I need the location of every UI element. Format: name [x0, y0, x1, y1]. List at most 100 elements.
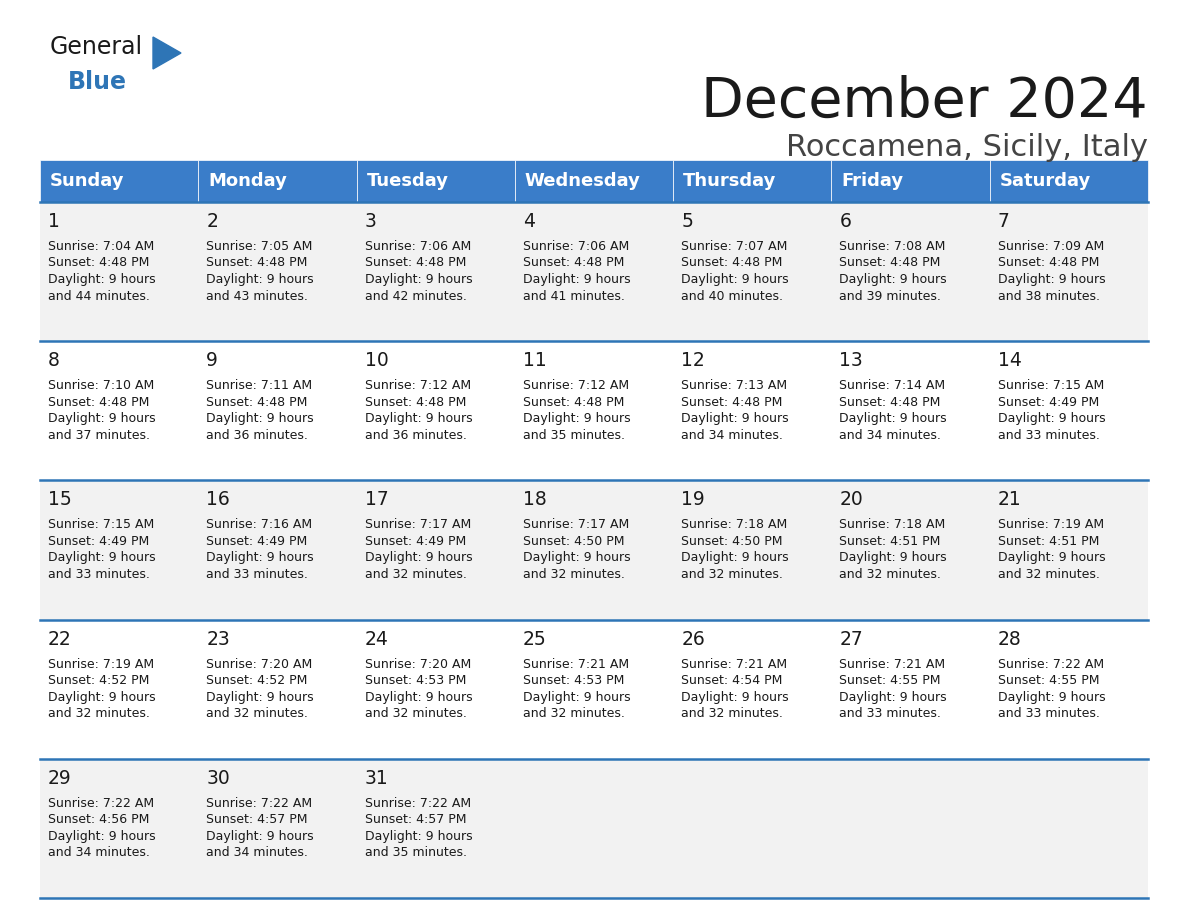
Text: Sunrise: 7:11 AM: Sunrise: 7:11 AM — [207, 379, 312, 392]
Text: Daylight: 9 hours: Daylight: 9 hours — [48, 830, 156, 843]
Text: Daylight: 9 hours: Daylight: 9 hours — [523, 273, 631, 286]
Text: and 33 minutes.: and 33 minutes. — [48, 568, 150, 581]
Text: 26: 26 — [681, 630, 704, 649]
Text: and 32 minutes.: and 32 minutes. — [48, 707, 150, 720]
Text: Sunrise: 7:14 AM: Sunrise: 7:14 AM — [840, 379, 946, 392]
Text: 7: 7 — [998, 212, 1010, 231]
Text: and 32 minutes.: and 32 minutes. — [365, 568, 467, 581]
Text: and 40 minutes.: and 40 minutes. — [681, 289, 783, 303]
Text: Daylight: 9 hours: Daylight: 9 hours — [840, 690, 947, 703]
Bar — [40, 759, 1148, 898]
Text: Sunset: 4:48 PM: Sunset: 4:48 PM — [523, 396, 624, 409]
Text: Daylight: 9 hours: Daylight: 9 hours — [207, 690, 314, 703]
Text: 18: 18 — [523, 490, 546, 509]
Text: Sunrise: 7:22 AM: Sunrise: 7:22 AM — [998, 657, 1104, 671]
Text: and 36 minutes.: and 36 minutes. — [207, 429, 308, 442]
Text: Daylight: 9 hours: Daylight: 9 hours — [207, 830, 314, 843]
Text: 11: 11 — [523, 352, 546, 370]
Text: 31: 31 — [365, 768, 388, 788]
Text: Sunrise: 7:22 AM: Sunrise: 7:22 AM — [207, 797, 312, 810]
Text: and 33 minutes.: and 33 minutes. — [998, 707, 1100, 720]
Text: 14: 14 — [998, 352, 1022, 370]
Text: Sunset: 4:55 PM: Sunset: 4:55 PM — [998, 674, 1099, 687]
Text: Sunrise: 7:19 AM: Sunrise: 7:19 AM — [48, 657, 154, 671]
Text: Sunrise: 7:15 AM: Sunrise: 7:15 AM — [998, 379, 1104, 392]
Bar — [990, 160, 1148, 202]
Text: and 32 minutes.: and 32 minutes. — [523, 707, 625, 720]
Text: Sunrise: 7:21 AM: Sunrise: 7:21 AM — [523, 657, 628, 671]
Text: Monday: Monday — [208, 172, 287, 190]
Text: and 34 minutes.: and 34 minutes. — [207, 846, 308, 859]
Text: 25: 25 — [523, 630, 546, 649]
Text: Sunrise: 7:04 AM: Sunrise: 7:04 AM — [48, 240, 154, 253]
Text: Daylight: 9 hours: Daylight: 9 hours — [681, 412, 789, 425]
Text: 3: 3 — [365, 212, 377, 231]
Text: Sunset: 4:48 PM: Sunset: 4:48 PM — [48, 396, 150, 409]
Text: Sunrise: 7:15 AM: Sunrise: 7:15 AM — [48, 519, 154, 532]
Text: Sunset: 4:55 PM: Sunset: 4:55 PM — [840, 674, 941, 687]
Text: 22: 22 — [48, 630, 71, 649]
Text: Roccamena, Sicily, Italy: Roccamena, Sicily, Italy — [786, 133, 1148, 162]
Text: Daylight: 9 hours: Daylight: 9 hours — [365, 690, 472, 703]
Text: and 32 minutes.: and 32 minutes. — [681, 707, 783, 720]
Text: Sunset: 4:49 PM: Sunset: 4:49 PM — [48, 535, 150, 548]
Text: Sunrise: 7:16 AM: Sunrise: 7:16 AM — [207, 519, 312, 532]
Text: and 42 minutes.: and 42 minutes. — [365, 289, 467, 303]
Text: Sunset: 4:57 PM: Sunset: 4:57 PM — [365, 813, 466, 826]
Text: Sunset: 4:57 PM: Sunset: 4:57 PM — [207, 813, 308, 826]
Text: Sunrise: 7:12 AM: Sunrise: 7:12 AM — [523, 379, 628, 392]
Text: Sunset: 4:50 PM: Sunset: 4:50 PM — [523, 535, 625, 548]
Text: and 37 minutes.: and 37 minutes. — [48, 429, 150, 442]
Text: 17: 17 — [365, 490, 388, 509]
Text: 20: 20 — [840, 490, 864, 509]
Text: 4: 4 — [523, 212, 535, 231]
Text: and 34 minutes.: and 34 minutes. — [681, 429, 783, 442]
Text: 12: 12 — [681, 352, 704, 370]
Text: Saturday: Saturday — [1000, 172, 1091, 190]
Text: Sunrise: 7:05 AM: Sunrise: 7:05 AM — [207, 240, 312, 253]
Text: and 36 minutes.: and 36 minutes. — [365, 429, 467, 442]
Text: Daylight: 9 hours: Daylight: 9 hours — [48, 412, 156, 425]
Text: and 32 minutes.: and 32 minutes. — [998, 568, 1100, 581]
Text: Blue: Blue — [68, 70, 127, 94]
Text: Sunset: 4:48 PM: Sunset: 4:48 PM — [365, 396, 466, 409]
Text: and 35 minutes.: and 35 minutes. — [365, 846, 467, 859]
Text: 6: 6 — [840, 212, 852, 231]
Text: and 32 minutes.: and 32 minutes. — [681, 568, 783, 581]
Text: Thursday: Thursday — [683, 172, 777, 190]
Text: Daylight: 9 hours: Daylight: 9 hours — [998, 690, 1105, 703]
Text: Sunset: 4:48 PM: Sunset: 4:48 PM — [523, 256, 624, 270]
Text: 9: 9 — [207, 352, 219, 370]
Text: Sunrise: 7:22 AM: Sunrise: 7:22 AM — [365, 797, 470, 810]
Text: Daylight: 9 hours: Daylight: 9 hours — [998, 412, 1105, 425]
Text: Daylight: 9 hours: Daylight: 9 hours — [365, 830, 472, 843]
Text: Sunset: 4:53 PM: Sunset: 4:53 PM — [365, 674, 466, 687]
Text: Daylight: 9 hours: Daylight: 9 hours — [523, 552, 631, 565]
Text: 8: 8 — [48, 352, 59, 370]
Text: and 32 minutes.: and 32 minutes. — [207, 707, 308, 720]
Text: Sunset: 4:54 PM: Sunset: 4:54 PM — [681, 674, 783, 687]
Bar — [356, 160, 514, 202]
Text: Sunset: 4:51 PM: Sunset: 4:51 PM — [840, 535, 941, 548]
Text: 1: 1 — [48, 212, 59, 231]
Text: Daylight: 9 hours: Daylight: 9 hours — [523, 412, 631, 425]
Text: Sunset: 4:49 PM: Sunset: 4:49 PM — [998, 396, 1099, 409]
Text: Daylight: 9 hours: Daylight: 9 hours — [48, 552, 156, 565]
Text: Sunrise: 7:06 AM: Sunrise: 7:06 AM — [523, 240, 630, 253]
Text: Wednesday: Wednesday — [525, 172, 640, 190]
Bar — [40, 480, 1148, 620]
Text: Sunrise: 7:07 AM: Sunrise: 7:07 AM — [681, 240, 788, 253]
Text: Sunset: 4:48 PM: Sunset: 4:48 PM — [681, 256, 783, 270]
Text: 29: 29 — [48, 768, 71, 788]
Text: 5: 5 — [681, 212, 693, 231]
Text: and 33 minutes.: and 33 minutes. — [998, 429, 1100, 442]
Text: and 43 minutes.: and 43 minutes. — [207, 289, 308, 303]
Text: December 2024: December 2024 — [701, 75, 1148, 129]
Text: and 33 minutes.: and 33 minutes. — [207, 568, 308, 581]
Text: Sunset: 4:48 PM: Sunset: 4:48 PM — [681, 396, 783, 409]
Text: 30: 30 — [207, 768, 230, 788]
Text: Sunset: 4:51 PM: Sunset: 4:51 PM — [998, 535, 1099, 548]
Text: Daylight: 9 hours: Daylight: 9 hours — [48, 273, 156, 286]
Text: and 41 minutes.: and 41 minutes. — [523, 289, 625, 303]
Text: Daylight: 9 hours: Daylight: 9 hours — [207, 273, 314, 286]
